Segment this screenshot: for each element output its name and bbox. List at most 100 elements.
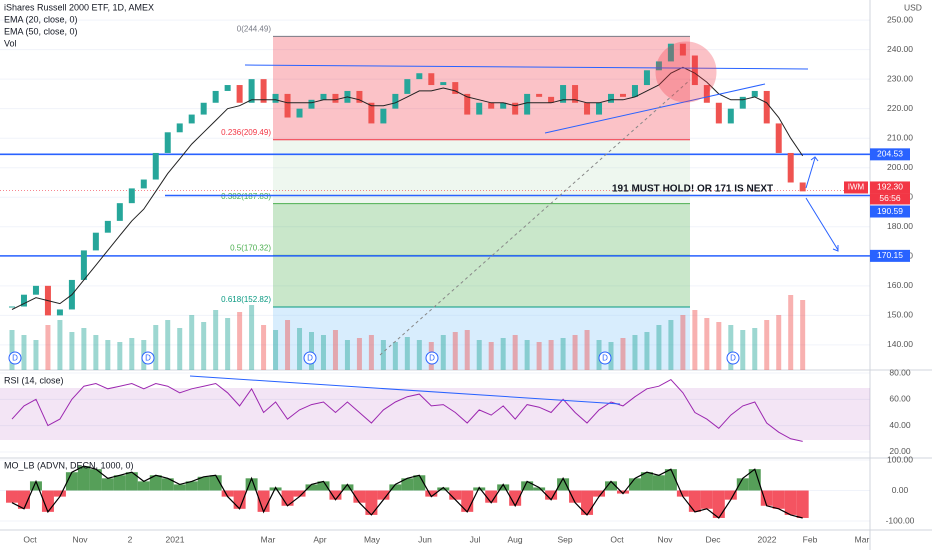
mo-bar <box>497 484 510 491</box>
mo-bar <box>593 490 606 497</box>
mo-bar <box>557 478 570 491</box>
candle <box>512 102 519 115</box>
volume-bar <box>9 330 15 370</box>
mo-bar <box>341 484 354 491</box>
volume-bar <box>404 337 410 370</box>
volume-bar <box>69 332 75 370</box>
candle <box>260 79 267 103</box>
price-tag-label: 192.30 <box>877 182 903 192</box>
candle <box>643 70 650 86</box>
candle <box>200 102 207 115</box>
mo-bar <box>125 472 138 491</box>
mo-bar <box>533 487 546 491</box>
candle <box>440 82 447 86</box>
volume-bar <box>261 325 267 370</box>
mo-bar <box>365 490 378 515</box>
candle <box>488 102 495 109</box>
mo-bar <box>389 484 402 491</box>
candle <box>584 102 591 115</box>
mo-bar <box>449 490 462 500</box>
candle <box>176 123 183 133</box>
candle <box>739 96 746 109</box>
volume-bar <box>728 325 734 370</box>
y-tick-label: 0.00 <box>892 485 909 495</box>
mo-bar <box>161 478 174 491</box>
mo-bar <box>257 490 270 512</box>
dividend-label: D <box>307 354 313 363</box>
candle <box>572 85 579 103</box>
mo-bar <box>101 478 114 491</box>
volume-bar <box>440 335 446 370</box>
candle <box>9 306 15 308</box>
mo-bar <box>245 478 258 491</box>
candle <box>416 73 423 80</box>
mo-line <box>11 465 803 519</box>
x-tick-label: Feb <box>803 534 818 544</box>
mo-bar <box>569 490 582 503</box>
candle <box>128 188 135 204</box>
price-tag <box>870 148 910 161</box>
volume-bar <box>632 335 638 370</box>
mo-bar <box>760 490 773 506</box>
mo-bar <box>581 490 594 515</box>
candle <box>548 96 555 103</box>
mo-bar <box>796 490 809 518</box>
volume-bar <box>213 310 219 370</box>
x-tick-label: Oct <box>23 534 37 544</box>
volume-bar <box>800 300 806 370</box>
trendline <box>244 64 809 70</box>
y-tick-label: 20.00 <box>889 446 911 456</box>
volume-bar <box>309 332 314 370</box>
volume-bar <box>668 320 674 370</box>
candle <box>476 102 483 115</box>
y-tick-label: 180.00 <box>887 221 913 231</box>
mo-bar <box>137 481 150 491</box>
candle <box>596 102 603 115</box>
mo-bar <box>29 481 42 491</box>
rsi-title: RSI (14, close) <box>4 375 64 385</box>
dividend-marker <box>425 351 439 365</box>
volume-bar <box>117 342 123 370</box>
mo-bar <box>317 481 330 491</box>
mo-bar <box>113 475 126 491</box>
candle <box>524 93 531 115</box>
mo-bar <box>437 487 450 491</box>
mo-bar <box>736 478 749 491</box>
y-tick-label: 230.00 <box>887 73 913 83</box>
x-tick-label: 2 <box>128 534 133 544</box>
candle <box>236 85 243 103</box>
y-tick-label: -100.00 <box>886 515 915 525</box>
mo-bar <box>401 478 414 491</box>
volume-bar <box>512 335 518 370</box>
dividend-label: D <box>730 354 736 363</box>
volume-bar <box>45 325 51 370</box>
volume-bar <box>620 338 626 370</box>
x-tick-label: Jun <box>418 534 432 544</box>
mo-bar <box>724 490 737 500</box>
fib-zone <box>273 36 690 140</box>
y-tick-label: 80.00 <box>889 367 911 377</box>
x-tick-label: Aug <box>507 534 522 544</box>
candle <box>320 93 327 100</box>
candle <box>368 102 375 124</box>
mo-bar <box>461 490 474 512</box>
x-tick-label: Mar <box>855 534 870 544</box>
volume-bar <box>21 335 27 370</box>
candle <box>296 108 303 118</box>
volume-bar <box>105 340 111 370</box>
mo-bar <box>509 490 522 506</box>
mo-bar <box>353 490 366 503</box>
volume-bar <box>320 335 326 370</box>
volume-bar <box>500 338 506 370</box>
highlight-circle <box>655 41 717 103</box>
volume-bar <box>584 330 590 370</box>
mo-bar <box>41 490 54 512</box>
mo-bar <box>425 490 438 497</box>
fib-label: 0.5(170.32) <box>230 243 271 252</box>
volume-bar <box>776 315 782 370</box>
mo-bar <box>652 475 665 491</box>
y-tick-label: 40.00 <box>889 420 911 430</box>
volume-bar <box>704 318 710 370</box>
volume-bar <box>189 315 195 370</box>
y-tick-label: 150.00 <box>887 310 913 320</box>
